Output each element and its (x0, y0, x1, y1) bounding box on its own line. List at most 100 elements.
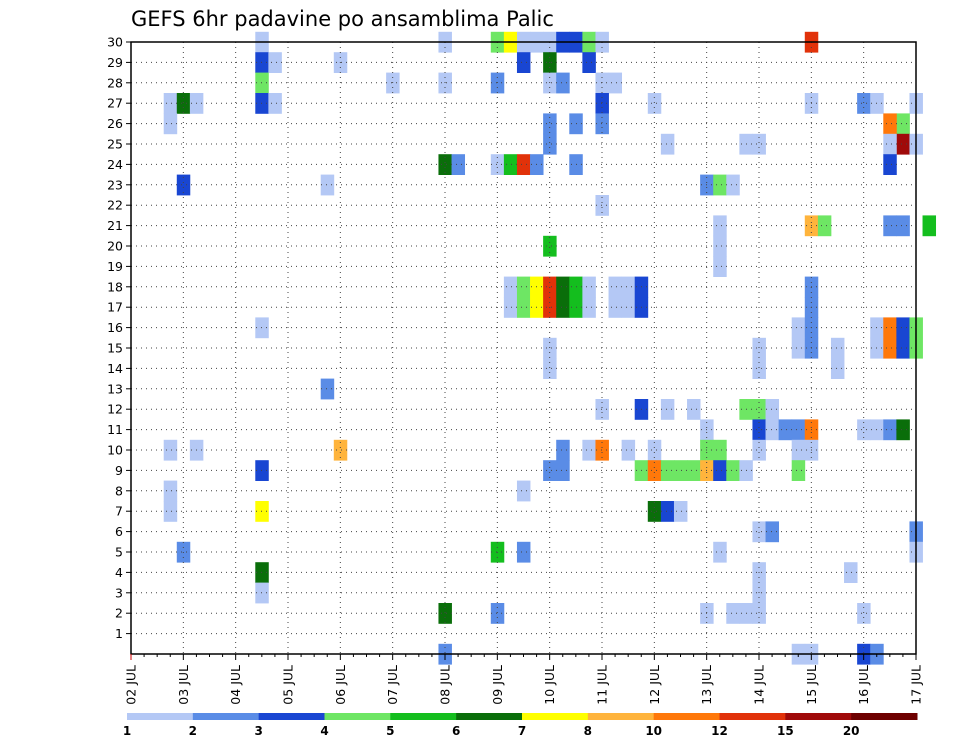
x-tick-label: 08 JUL (438, 665, 453, 705)
heatmap-cell (621, 297, 636, 318)
heatmap-cell (713, 256, 727, 277)
heatmap-cell (176, 174, 191, 196)
y-tick-label: 14 (107, 361, 123, 376)
colorbar-segment (522, 713, 589, 720)
heatmap-cell (857, 419, 871, 441)
x-tick-label: 12 JUL (647, 665, 662, 705)
y-tick-label: 3 (115, 585, 123, 600)
y-tick-label: 18 (107, 279, 123, 294)
heatmap-cell (883, 317, 897, 339)
y-tick-label: 22 (107, 198, 123, 213)
heatmap-cell (503, 276, 518, 298)
heatmap-cell (791, 419, 806, 441)
colorbar-label: 15 (777, 724, 794, 738)
heatmap-cell (163, 501, 178, 522)
heatmap-cell (255, 72, 269, 94)
y-tick-label: 8 (115, 483, 123, 498)
heatmap-cell (516, 480, 531, 502)
heatmap-cell (582, 52, 596, 73)
x-tick-label: 02 JUL (124, 665, 139, 705)
heatmap-cell (503, 297, 518, 318)
heatmap-cell (817, 215, 832, 237)
y-tick-label: 25 (107, 137, 123, 152)
heatmap-cell (543, 358, 557, 379)
heatmap-cell (268, 52, 282, 73)
heatmap-cell (726, 460, 740, 481)
heatmap-cell (752, 603, 766, 624)
heatmap-cell (556, 72, 570, 94)
heatmap-cell (896, 337, 910, 359)
heatmap-cells (163, 31, 937, 665)
grid-lines (131, 42, 916, 654)
heatmap-cell (857, 93, 871, 114)
heatmap-cell (543, 113, 557, 135)
heatmap-cell (621, 276, 636, 298)
heatmap-cell (713, 215, 727, 237)
y-tick-label: 6 (115, 524, 123, 539)
heatmap-cell (713, 541, 727, 563)
colorbar-label: 5 (386, 724, 394, 738)
y-tick-label: 20 (107, 239, 123, 254)
heatmap-cell (791, 439, 806, 461)
heatmap-cell (255, 93, 269, 114)
heatmap-cell (543, 235, 557, 257)
heatmap-cell (713, 460, 727, 481)
heatmap-cell (896, 133, 910, 155)
x-tick-label: 03 JUL (176, 665, 191, 705)
heatmap-cell (556, 460, 570, 481)
heatmap-cell (516, 52, 531, 73)
x-tick-label: 14 JUL (752, 665, 767, 705)
y-tick-label: 24 (107, 157, 123, 172)
y-tick-label: 1 (115, 626, 123, 641)
y-tick-label: 15 (107, 341, 123, 356)
heatmap-cell (752, 521, 766, 543)
colorbar-segment (851, 713, 918, 720)
colorbar-segment (719, 713, 786, 720)
y-tick-label: 10 (107, 443, 123, 458)
heatmap-cell (883, 419, 897, 441)
y-tick-label: 29 (107, 55, 123, 70)
heatmap-cell (922, 215, 937, 237)
heatmap-cell (791, 460, 806, 481)
y-tick-label: 16 (107, 320, 123, 335)
colorbar-segment (258, 713, 325, 720)
colorbar-segment (456, 713, 523, 720)
heatmap-cell (687, 399, 701, 420)
heatmap-cell (163, 113, 178, 135)
heatmap-cell (687, 460, 701, 481)
heatmap-cell (883, 133, 897, 155)
y-tick-label: 5 (115, 545, 123, 560)
y-tick-label: 7 (115, 504, 123, 519)
y-tick-label: 28 (107, 75, 123, 90)
x-tick-label: 06 JUL (333, 665, 348, 705)
heatmap-cell (830, 358, 845, 379)
y-tick-label: 2 (115, 606, 123, 621)
heatmap-cell (543, 337, 557, 359)
heatmap-cell (608, 297, 623, 318)
heatmap-cell (830, 337, 845, 359)
heatmap-cell (516, 276, 531, 298)
y-tick-label: 17 (107, 300, 123, 315)
heatmap-cell (647, 460, 662, 481)
heatmap-cell (673, 501, 688, 522)
heatmap-cell (255, 317, 269, 339)
y-tick-label: 13 (107, 381, 123, 396)
heatmap-cell (608, 72, 623, 94)
colorbar-label: 7 (518, 724, 526, 738)
heatmap-cell (333, 439, 348, 461)
colorbar-segment (127, 713, 194, 720)
heatmap-cell (883, 154, 897, 175)
heatmap-cell (883, 215, 897, 237)
heatmap-cell (778, 419, 793, 441)
heatmap-cell (791, 337, 806, 359)
heatmap-cell (582, 297, 596, 318)
heatmap-cell (713, 174, 727, 196)
heatmap-cell (176, 93, 191, 114)
x-tick-label: 10 JUL (542, 665, 557, 705)
x-axis: 02 JUL 03 JUL 04 JUL 05 JUL 06 JUL 07 JUL 08 J… (124, 654, 924, 705)
colorbar-label: 4 (320, 724, 328, 738)
heatmap-cell (896, 113, 910, 135)
y-tick-label: 30 (107, 35, 123, 50)
heatmap-cell (660, 460, 675, 481)
heatmap-cell (556, 297, 570, 318)
